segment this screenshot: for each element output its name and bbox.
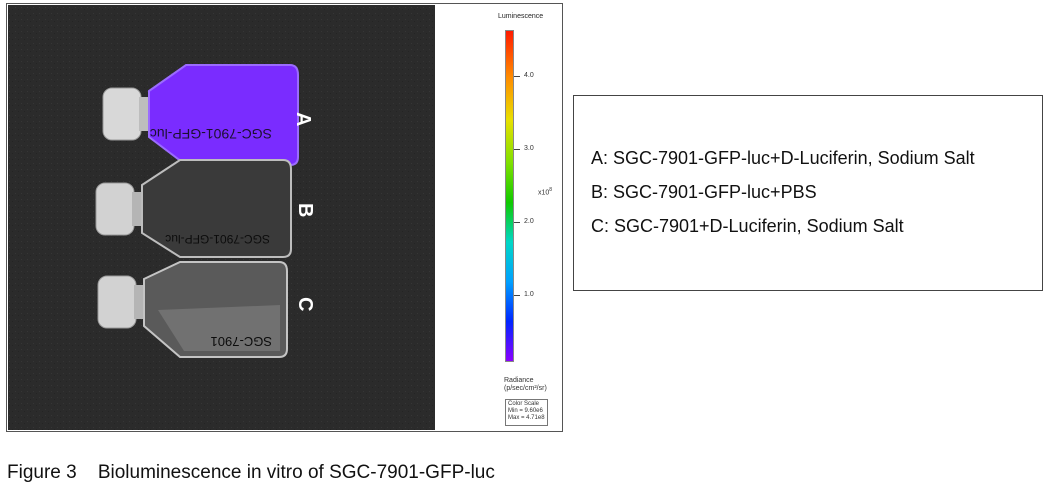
scale-exponent: x108 [538,187,553,197]
flask-a-handwriting: SGC-7901-GFP-luc [150,126,272,142]
flask-c-label: C [294,297,316,311]
flask-b-body [141,159,292,258]
radiance-label: Radiance (p/sec/cm²/sr) [504,377,547,392]
flask-b-handwriting: SGC-7901-GFP-luc [165,232,270,246]
tick-1 [514,295,520,296]
tick-3 [514,149,520,150]
color-scale-panel: Luminescence 4.0 3.0 2.0 1.0 x108 Radian… [436,5,562,430]
tick-label-3: 3.0 [524,145,534,152]
flask-a-signal [148,64,299,166]
legend-line-a: A: SGC-7901-GFP-luc+D-Luciferin, Sodium … [591,148,975,168]
flask-c-handwriting: SGC-7901 [211,334,272,349]
flask-a-cap [102,87,142,141]
tick-label-2: 2.0 [524,218,534,225]
color-scale-box-title: Color Scale [508,401,540,407]
color-scale-bar [505,30,514,362]
color-scale-max: Max = 4.71e8 [508,415,545,421]
legend-line-b: B: SGC-7901-GFP-luc+PBS [591,182,817,202]
flask-c-cap [97,275,137,329]
tick-2 [514,222,520,223]
flask-b-label: B [294,203,316,217]
flask-c: SGC-7901 C [97,261,316,358]
flask-a-label: A [292,112,314,126]
figure-caption: Figure 3 Bioluminescence in vitro of SGC… [7,462,495,483]
tick-4 [514,76,520,77]
color-scale-box: Color Scale Min = 9.60e6 Max = 4.71e8 [505,399,548,426]
flask-photo-illustration: SGC-7901-GFP-luc A SGC-7901-GFP-luc B SG… [8,5,435,430]
color-scale-min: Min = 9.60e6 [508,408,543,414]
figure-frame: SGC-7901-GFP-luc A SGC-7901-GFP-luc B SG… [6,3,563,432]
scale-title: Luminescence [498,13,544,20]
tick-label-4: 4.0 [524,72,534,79]
tick-label-1: 1.0 [524,291,534,298]
legend-line-c: C: SGC-7901+D-Luciferin, Sodium Salt [591,216,904,236]
flask-b: SGC-7901-GFP-luc B [95,159,316,258]
flask-b-cap [95,182,135,236]
bioluminescence-photo: SGC-7901-GFP-luc A SGC-7901-GFP-luc B SG… [8,5,435,430]
legend-box: A: SGC-7901-GFP-luc+D-Luciferin, Sodium … [573,95,1043,291]
